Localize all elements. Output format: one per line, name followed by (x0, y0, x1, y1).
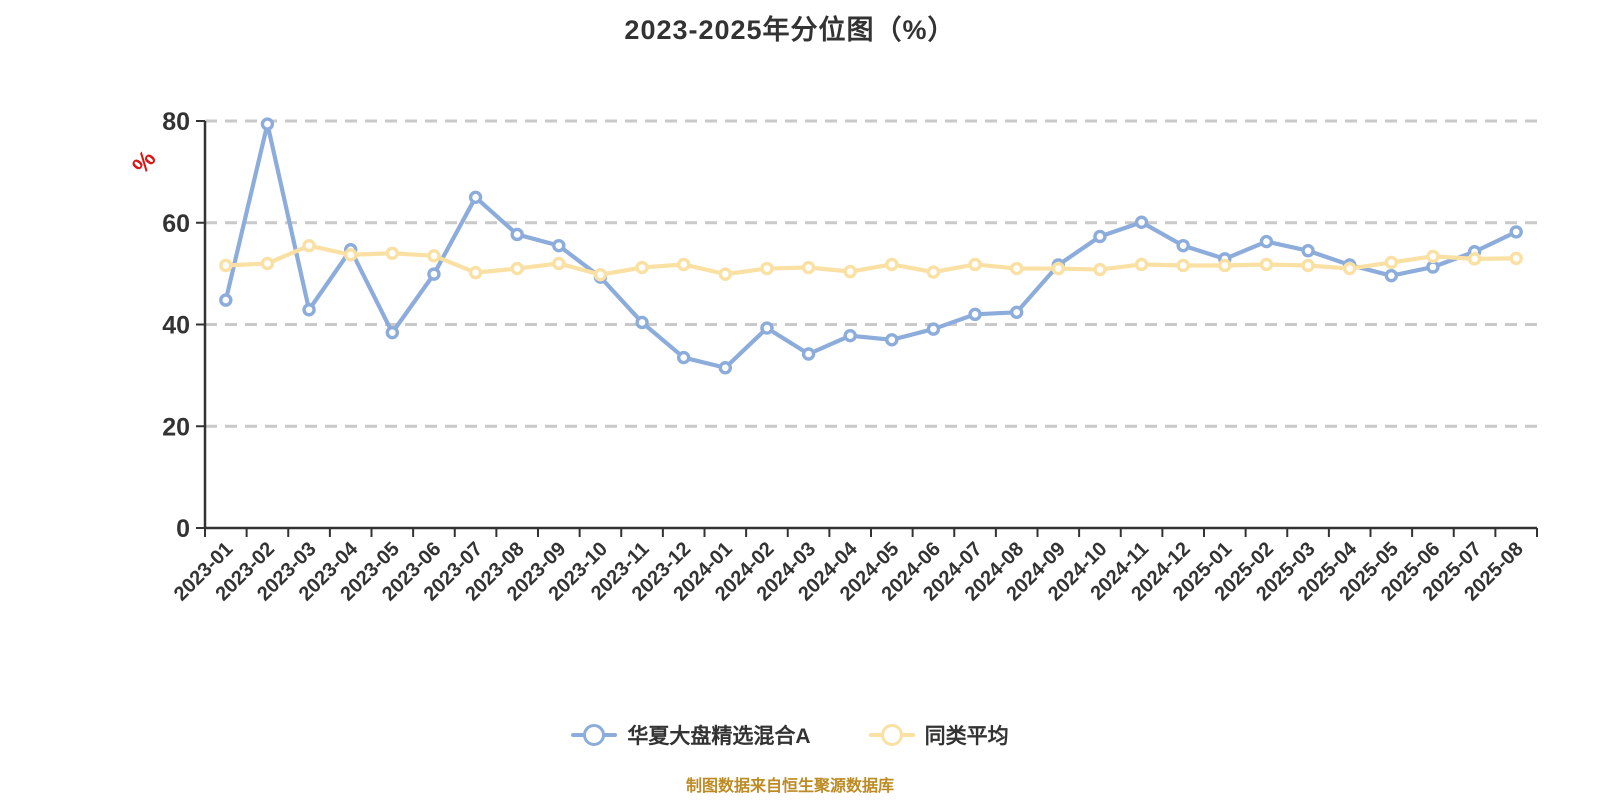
data-point-marker[interactable] (801, 260, 816, 275)
data-point-marker[interactable] (885, 333, 899, 347)
legend-line-marker-icon (571, 723, 618, 747)
data-point-marker[interactable] (968, 257, 982, 272)
legend-label-fund: 华夏大盘精选混合A (627, 725, 811, 748)
data-point-marker[interactable] (1051, 261, 1066, 276)
data-point-marker[interactable] (718, 267, 733, 281)
data-point-marker[interactable] (843, 264, 857, 279)
data-point-marker[interactable] (1134, 215, 1149, 229)
legend: 华夏大盘精选混合A 同类平均 (0, 720, 1580, 750)
data-point-marker[interactable] (926, 322, 941, 336)
data-point-marker[interactable] (468, 265, 483, 280)
data-point-marker[interactable] (260, 117, 275, 131)
series-line (223, 243, 1519, 277)
data-point-marker[interactable] (1009, 305, 1024, 319)
data-point-marker[interactable] (1093, 229, 1107, 244)
data-point-marker[interactable] (593, 267, 608, 282)
data-point-marker[interactable] (1176, 238, 1190, 253)
data-point-marker[interactable] (1218, 258, 1232, 273)
legend-line-marker-icon (868, 723, 915, 747)
data-point-marker[interactable] (1467, 252, 1482, 266)
data-point-marker[interactable] (219, 258, 233, 273)
data-point-marker[interactable] (468, 190, 483, 205)
y-axis-label: 20 (162, 413, 190, 441)
data-point-marker[interactable] (843, 328, 857, 343)
data-point-marker[interactable] (1342, 261, 1357, 276)
y-axis-label: 40 (162, 312, 190, 340)
data-point-marker[interactable] (1509, 251, 1523, 266)
legend-circle-icon (583, 724, 606, 746)
data-point-marker[interactable] (1384, 255, 1399, 270)
y-axis-label: 0 (176, 515, 190, 543)
data-point-marker[interactable] (510, 227, 524, 242)
chart-title: 2023-2025年分位图（%） (624, 15, 956, 45)
y-axis-label: 60 (162, 210, 190, 238)
legend-circle-icon (880, 724, 903, 746)
data-point-marker[interactable] (1426, 249, 1440, 264)
data-point-marker[interactable] (1259, 257, 1274, 272)
data-point-marker[interactable] (676, 257, 691, 272)
data-point-marker[interactable] (219, 293, 233, 307)
data-point-marker[interactable] (1301, 244, 1315, 258)
data-point-marker[interactable] (427, 267, 441, 281)
y-axis-label: 80 (162, 108, 190, 136)
data-point-marker[interactable] (1426, 260, 1440, 274)
data-point-marker[interactable] (260, 256, 275, 271)
plot-area: 020406080%2023-012023-022023-032023-0420… (127, 108, 1538, 605)
data-point-marker[interactable] (1093, 262, 1107, 277)
data-point-marker[interactable] (1134, 257, 1149, 272)
data-point-marker[interactable] (1009, 261, 1024, 276)
legend-item-fund[interactable]: 华夏大盘精选混合A (571, 720, 811, 750)
series-line (223, 121, 1519, 370)
data-point-marker[interactable] (635, 260, 649, 275)
data-point-marker[interactable] (760, 321, 774, 335)
data-point-marker[interactable] (1509, 225, 1523, 239)
data-point-marker[interactable] (552, 256, 566, 271)
data-point-marker[interactable] (1301, 258, 1315, 273)
data-point-marker[interactable] (968, 307, 982, 322)
data-point-marker[interactable] (760, 261, 774, 276)
y-axis-unit-label: % (127, 145, 161, 179)
legend-label-average: 同类平均 (924, 725, 1009, 748)
data-point-marker[interactable] (1259, 234, 1274, 249)
data-point-marker[interactable] (718, 361, 733, 375)
data-point-marker[interactable] (552, 238, 566, 253)
data-point-marker[interactable] (1384, 268, 1399, 283)
data-point-marker[interactable] (1176, 258, 1190, 273)
data-point-marker[interactable] (385, 325, 400, 340)
data-point-marker[interactable] (801, 347, 816, 361)
data-point-marker[interactable] (510, 261, 524, 276)
data-point-marker[interactable] (302, 238, 316, 253)
data-point-marker[interactable] (635, 315, 649, 330)
data-point-marker[interactable] (926, 265, 941, 279)
data-point-marker[interactable] (427, 249, 441, 263)
data-point-marker[interactable] (302, 303, 316, 317)
legend-item-average[interactable]: 同类平均 (868, 720, 1009, 750)
data-point-marker[interactable] (343, 248, 358, 262)
data-point-marker[interactable] (885, 257, 899, 272)
data-point-marker[interactable] (676, 350, 691, 365)
data-point-marker[interactable] (385, 246, 400, 260)
data-source-note: 制图数据来自恒生聚源数据库 (685, 778, 894, 795)
